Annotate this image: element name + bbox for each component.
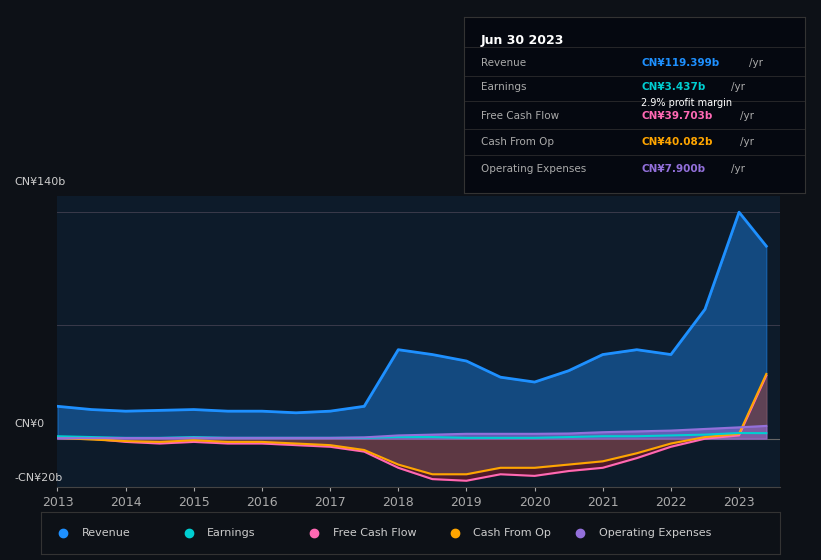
Text: Earnings: Earnings	[481, 82, 526, 92]
Text: CN¥40.082b: CN¥40.082b	[641, 137, 713, 147]
Text: Free Cash Flow: Free Cash Flow	[481, 110, 559, 120]
Text: Operating Expenses: Operating Expenses	[481, 164, 586, 174]
Text: Revenue: Revenue	[82, 529, 131, 538]
Text: /yr: /yr	[731, 164, 745, 174]
Text: /yr: /yr	[740, 137, 754, 147]
Text: CN¥119.399b: CN¥119.399b	[641, 58, 719, 68]
Text: CN¥3.437b: CN¥3.437b	[641, 82, 705, 92]
Text: CN¥140b: CN¥140b	[14, 178, 66, 187]
Text: Operating Expenses: Operating Expenses	[599, 529, 711, 538]
Text: Jun 30 2023: Jun 30 2023	[481, 35, 564, 48]
Text: CN¥7.900b: CN¥7.900b	[641, 164, 705, 174]
Text: Revenue: Revenue	[481, 58, 526, 68]
Text: Free Cash Flow: Free Cash Flow	[333, 529, 416, 538]
Text: CN¥0: CN¥0	[14, 419, 44, 429]
Text: Earnings: Earnings	[208, 529, 256, 538]
Text: 2.9% profit margin: 2.9% profit margin	[641, 98, 732, 108]
Text: -CN¥20b: -CN¥20b	[14, 473, 62, 483]
Text: /yr: /yr	[749, 58, 763, 68]
Text: Cash From Op: Cash From Op	[481, 137, 554, 147]
Text: CN¥39.703b: CN¥39.703b	[641, 110, 713, 120]
Text: Cash From Op: Cash From Op	[474, 529, 551, 538]
Text: /yr: /yr	[731, 82, 745, 92]
Text: /yr: /yr	[740, 110, 754, 120]
